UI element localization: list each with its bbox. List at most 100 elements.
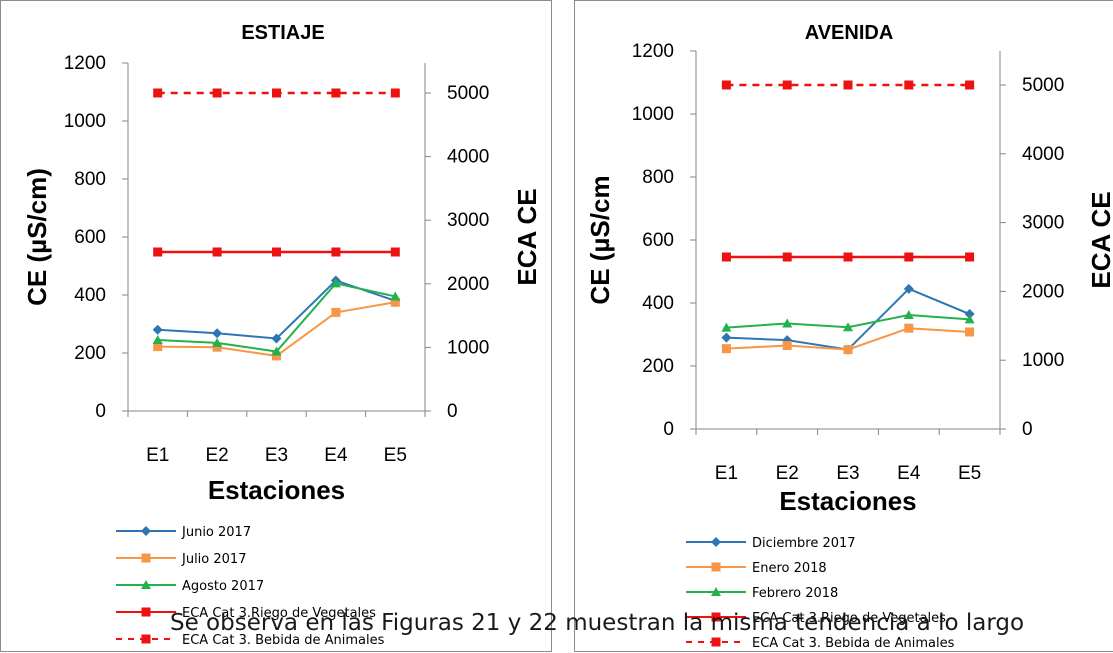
chart-title: AVENIDA xyxy=(805,22,894,44)
data-point-s2-4 xyxy=(390,291,401,301)
y-tick-label: 1000 xyxy=(632,104,674,125)
data-point-s0-0 xyxy=(721,332,732,343)
y2-tick-label: 1000 xyxy=(447,337,489,358)
data-point-s0-0 xyxy=(152,324,163,335)
data-point-s4-3 xyxy=(904,80,914,90)
legend-marker-1 xyxy=(141,553,151,563)
y-tick-label: 1200 xyxy=(64,53,106,74)
y-tick-label: 600 xyxy=(642,230,674,251)
legend-marker-3 xyxy=(141,607,151,617)
data-point-s1-0 xyxy=(721,344,731,354)
data-point-s2-0 xyxy=(152,334,163,344)
body-caption-text: Se observa en las Figuras 21 y 22 muestr… xyxy=(170,610,1025,636)
data-point-s3-1 xyxy=(782,252,792,262)
x-tick-label: E1 xyxy=(146,445,169,466)
chart-title: ESTIAJE xyxy=(241,22,324,44)
legend-marker-4 xyxy=(141,634,151,644)
data-point-s4-1 xyxy=(782,80,792,90)
data-point-s4-2 xyxy=(272,88,281,98)
x-tick-label: E4 xyxy=(324,445,348,466)
data-point-s0-3 xyxy=(903,283,914,294)
y-tick-label: 600 xyxy=(74,227,106,248)
y2-tick-label: 2000 xyxy=(1022,281,1064,302)
legend-marker-3 xyxy=(711,612,721,622)
y-tick-label: 800 xyxy=(74,169,106,190)
data-point-s1-4 xyxy=(390,297,400,307)
legend-marker-2 xyxy=(141,580,151,589)
data-point-s3-4 xyxy=(390,247,400,257)
legend-label: ECA Cat 3. Bebida de Animales xyxy=(182,633,385,648)
data-point-s1-1 xyxy=(212,342,222,352)
data-point-s4-0 xyxy=(153,88,163,98)
y2-tick-label: 0 xyxy=(1022,419,1033,440)
y2-axis-label: ECA CE xyxy=(512,188,542,285)
legend-marker-0 xyxy=(711,537,721,547)
data-point-s3-4 xyxy=(965,252,975,262)
data-point-s1-0 xyxy=(153,342,163,352)
legend-marker-1 xyxy=(711,562,721,572)
legend-label: Agosto 2017 xyxy=(182,579,264,594)
chart-estiaje: ESTIAJE 0 200 400 600 800 1000 1200 0 1000 2000 300… xyxy=(22,22,542,648)
y-tick-label: 400 xyxy=(642,293,674,314)
x-tick-label: E5 xyxy=(384,445,407,466)
data-point-s2-1 xyxy=(782,318,793,328)
x-tick-label: E3 xyxy=(836,463,859,484)
data-point-s3-3 xyxy=(331,247,341,257)
data-point-s0-2 xyxy=(271,333,282,344)
y-tick-label: 200 xyxy=(642,356,674,377)
data-point-s3-3 xyxy=(904,252,914,262)
data-point-s4-3 xyxy=(331,88,341,98)
data-point-s1-2 xyxy=(843,345,853,355)
x-tick-label: E2 xyxy=(776,463,799,484)
y2-tick-label: 5000 xyxy=(447,83,489,104)
legend-label: Febrero 2018 xyxy=(752,586,838,601)
data-point-s4-1 xyxy=(212,88,222,98)
chart-panel-avenida: AVENIDA 0 200 400 600 800 1000 1200 0 1000 2000 300… xyxy=(574,0,1113,652)
data-point-s3-0 xyxy=(721,252,731,262)
x-tick-label: E2 xyxy=(205,445,228,466)
y-tick-label: 0 xyxy=(95,401,106,422)
y-axis-label: CE (µS/cm) xyxy=(22,168,52,306)
data-point-s2-1 xyxy=(212,337,223,347)
y2-axis-label: ECA CE xyxy=(1086,191,1113,288)
y2-tick-label: 0 xyxy=(447,401,458,422)
data-point-s4-0 xyxy=(721,80,731,90)
data-point-s3-2 xyxy=(272,247,281,257)
legend-marker-0 xyxy=(141,526,151,536)
x-tick-label: E4 xyxy=(897,463,921,484)
data-point-s0-1 xyxy=(212,328,223,339)
legend-label: ECA Cat 3. Bebida de Animales xyxy=(752,636,955,651)
x-tick-label: E5 xyxy=(958,463,981,484)
data-point-s2-3 xyxy=(903,309,914,319)
legend-label: Julio 2017 xyxy=(181,552,246,567)
legend-label: Junio 2017 xyxy=(181,525,251,540)
y-axis-label: CE (µS/cm xyxy=(585,175,615,304)
data-point-s1-1 xyxy=(782,341,792,351)
data-point-s3-0 xyxy=(153,247,163,257)
data-point-s1-3 xyxy=(904,323,914,333)
y2-tick-label: 3000 xyxy=(447,210,489,231)
data-point-s2-4 xyxy=(964,314,975,324)
y-tick-label: 0 xyxy=(663,419,674,440)
data-point-s1-4 xyxy=(965,327,975,337)
data-point-s1-2 xyxy=(272,351,281,361)
data-point-s3-1 xyxy=(212,247,222,257)
y2-tick-label: 2000 xyxy=(447,274,489,295)
legend-label: Enero 2018 xyxy=(752,561,827,576)
chart-plot-group: AVENIDA 0 200 400 600 800 1000 1200 0 1000 2000 300… xyxy=(585,22,1113,651)
data-point-s0-4 xyxy=(964,309,975,320)
data-point-s3-2 xyxy=(843,252,853,262)
y-tick-label: 800 xyxy=(642,167,674,188)
chart-plot-group: ESTIAJE 0 200 400 600 800 1000 1200 0 1000 2000 300… xyxy=(22,22,542,648)
x-tick-label: E3 xyxy=(265,445,288,466)
data-point-s2-3 xyxy=(330,278,341,288)
y-tick-label: 200 xyxy=(74,343,106,364)
legend-label: Diciembre 2017 xyxy=(752,536,856,551)
x-tick-label: E1 xyxy=(715,463,738,484)
data-point-s4-4 xyxy=(390,88,400,98)
data-point-s2-2 xyxy=(843,322,853,332)
chart-avenida: AVENIDA 0 200 400 600 800 1000 1200 0 1000 2000 300… xyxy=(585,22,1113,651)
legend-label: ECA Cat 3.Riego de Vegetales xyxy=(752,611,946,626)
data-point-s4-4 xyxy=(965,80,975,90)
x-axis-label: Estaciones xyxy=(779,486,916,516)
